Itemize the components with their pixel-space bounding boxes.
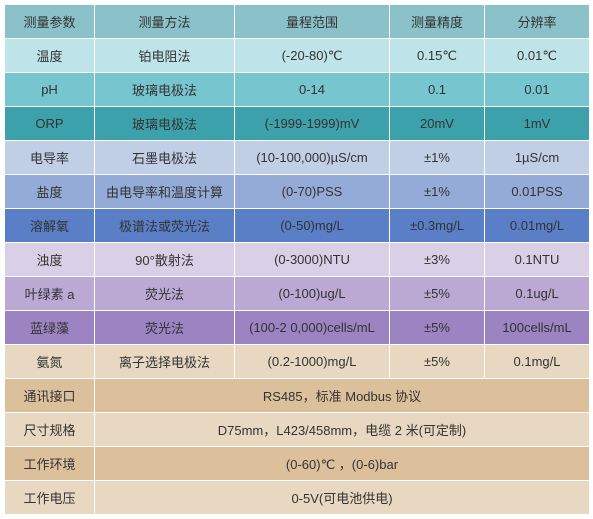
data-row: 溶解氧极谱法或荧光法(0-50)mg/L±0.3mg/L0.01mg/L	[5, 209, 590, 243]
data-cell: 0.15℃	[390, 39, 485, 73]
data-cell: 荧光法	[95, 277, 235, 311]
data-cell: 叶绿素 a	[5, 277, 95, 311]
header-cell-3: 测量精度	[390, 5, 485, 39]
header-row: 测量参数测量方法量程范围测量精度分辨率	[5, 5, 590, 39]
data-cell: 20mV	[390, 107, 485, 141]
data-cell: 蓝绿藻	[5, 311, 95, 345]
data-row: ORP玻璃电极法(-1999-1999)mV20mV1mV	[5, 107, 590, 141]
data-cell: ±1%	[390, 175, 485, 209]
data-cell: (0-3000)NTU	[235, 243, 390, 277]
data-cell: 0.1NTU	[485, 243, 590, 277]
data-cell: 离子选择电极法	[95, 345, 235, 379]
data-row: 浊度90°散射法(0-3000)NTU±3%0.1NTU	[5, 243, 590, 277]
data-cell: 盐度	[5, 175, 95, 209]
data-cell: (100-2 0,000)cells/mL	[235, 311, 390, 345]
data-cell: 石墨电极法	[95, 141, 235, 175]
footer-row: 通讯接口RS485，标准 Modbus 协议	[5, 379, 590, 413]
data-cell: (10-100,000)µS/cm	[235, 141, 390, 175]
header-cell-1: 测量方法	[95, 5, 235, 39]
footer-value: 0-5V(可电池供电)	[95, 481, 590, 515]
header-cell-2: 量程范围	[235, 5, 390, 39]
data-cell: 铂电阻法	[95, 39, 235, 73]
data-row: 电导率石墨电极法(10-100,000)µS/cm±1%1µS/cm	[5, 141, 590, 175]
footer-row: 工作电压0-5V(可电池供电)	[5, 481, 590, 515]
data-row: 氨氮离子选择电极法(0.2-1000)mg/L±5%0.1mg/L	[5, 345, 590, 379]
data-cell: ORP	[5, 107, 95, 141]
data-cell: ±5%	[390, 311, 485, 345]
data-cell: 0-14	[235, 73, 390, 107]
data-cell: (0-50)mg/L	[235, 209, 390, 243]
footer-value: D75mm，L423/458mm，电缆 2 米(可定制)	[95, 413, 590, 447]
data-row: 温度铂电阻法(-20-80)℃0.15℃0.01℃	[5, 39, 590, 73]
data-cell: 极谱法或荧光法	[95, 209, 235, 243]
data-row: 盐度由电导率和温度计算(0-70)PSS±1%0.01PSS	[5, 175, 590, 209]
data-cell: 1mV	[485, 107, 590, 141]
footer-row: 尺寸规格D75mm，L423/458mm，电缆 2 米(可定制)	[5, 413, 590, 447]
data-row: 蓝绿藻荧光法(100-2 0,000)cells/mL±5%100cells/m…	[5, 311, 590, 345]
data-cell: 0.01	[485, 73, 590, 107]
data-cell: 100cells/mL	[485, 311, 590, 345]
data-cell: ±5%	[390, 277, 485, 311]
header-cell-4: 分辨率	[485, 5, 590, 39]
data-cell: ±5%	[390, 345, 485, 379]
footer-label: 尺寸规格	[5, 413, 95, 447]
data-cell: 浊度	[5, 243, 95, 277]
data-cell: ±3%	[390, 243, 485, 277]
spec-table: 测量参数测量方法量程范围测量精度分辨率温度铂电阻法(-20-80)℃0.15℃0…	[4, 4, 590, 515]
data-row: pH玻璃电极法0-140.10.01	[5, 73, 590, 107]
data-cell: 氨氮	[5, 345, 95, 379]
footer-value: RS485，标准 Modbus 协议	[95, 379, 590, 413]
data-cell: 温度	[5, 39, 95, 73]
data-cell: 0.1	[390, 73, 485, 107]
data-cell: ±1%	[390, 141, 485, 175]
data-cell: 溶解氧	[5, 209, 95, 243]
data-cell: (0-100)ug/L	[235, 277, 390, 311]
data-cell: 0.1mg/L	[485, 345, 590, 379]
data-cell: 0.01℃	[485, 39, 590, 73]
footer-value: (0-60)℃ ，(0-6)bar	[95, 447, 590, 481]
footer-row: 工作环境(0-60)℃ ，(0-6)bar	[5, 447, 590, 481]
data-cell: 90°散射法	[95, 243, 235, 277]
data-cell: pH	[5, 73, 95, 107]
data-cell: (-20-80)℃	[235, 39, 390, 73]
data-cell: (0.2-1000)mg/L	[235, 345, 390, 379]
data-cell: 玻璃电极法	[95, 73, 235, 107]
footer-label: 工作电压	[5, 481, 95, 515]
footer-label: 工作环境	[5, 447, 95, 481]
data-cell: ±0.3mg/L	[390, 209, 485, 243]
data-cell: 0.1ug/L	[485, 277, 590, 311]
data-cell: 电导率	[5, 141, 95, 175]
data-cell: (0-70)PSS	[235, 175, 390, 209]
header-cell-0: 测量参数	[5, 5, 95, 39]
data-cell: 由电导率和温度计算	[95, 175, 235, 209]
footer-label: 通讯接口	[5, 379, 95, 413]
data-cell: (-1999-1999)mV	[235, 107, 390, 141]
data-cell: 1µS/cm	[485, 141, 590, 175]
data-cell: 玻璃电极法	[95, 107, 235, 141]
data-row: 叶绿素 a荧光法(0-100)ug/L±5%0.1ug/L	[5, 277, 590, 311]
data-cell: 0.01mg/L	[485, 209, 590, 243]
data-cell: 荧光法	[95, 311, 235, 345]
data-cell: 0.01PSS	[485, 175, 590, 209]
